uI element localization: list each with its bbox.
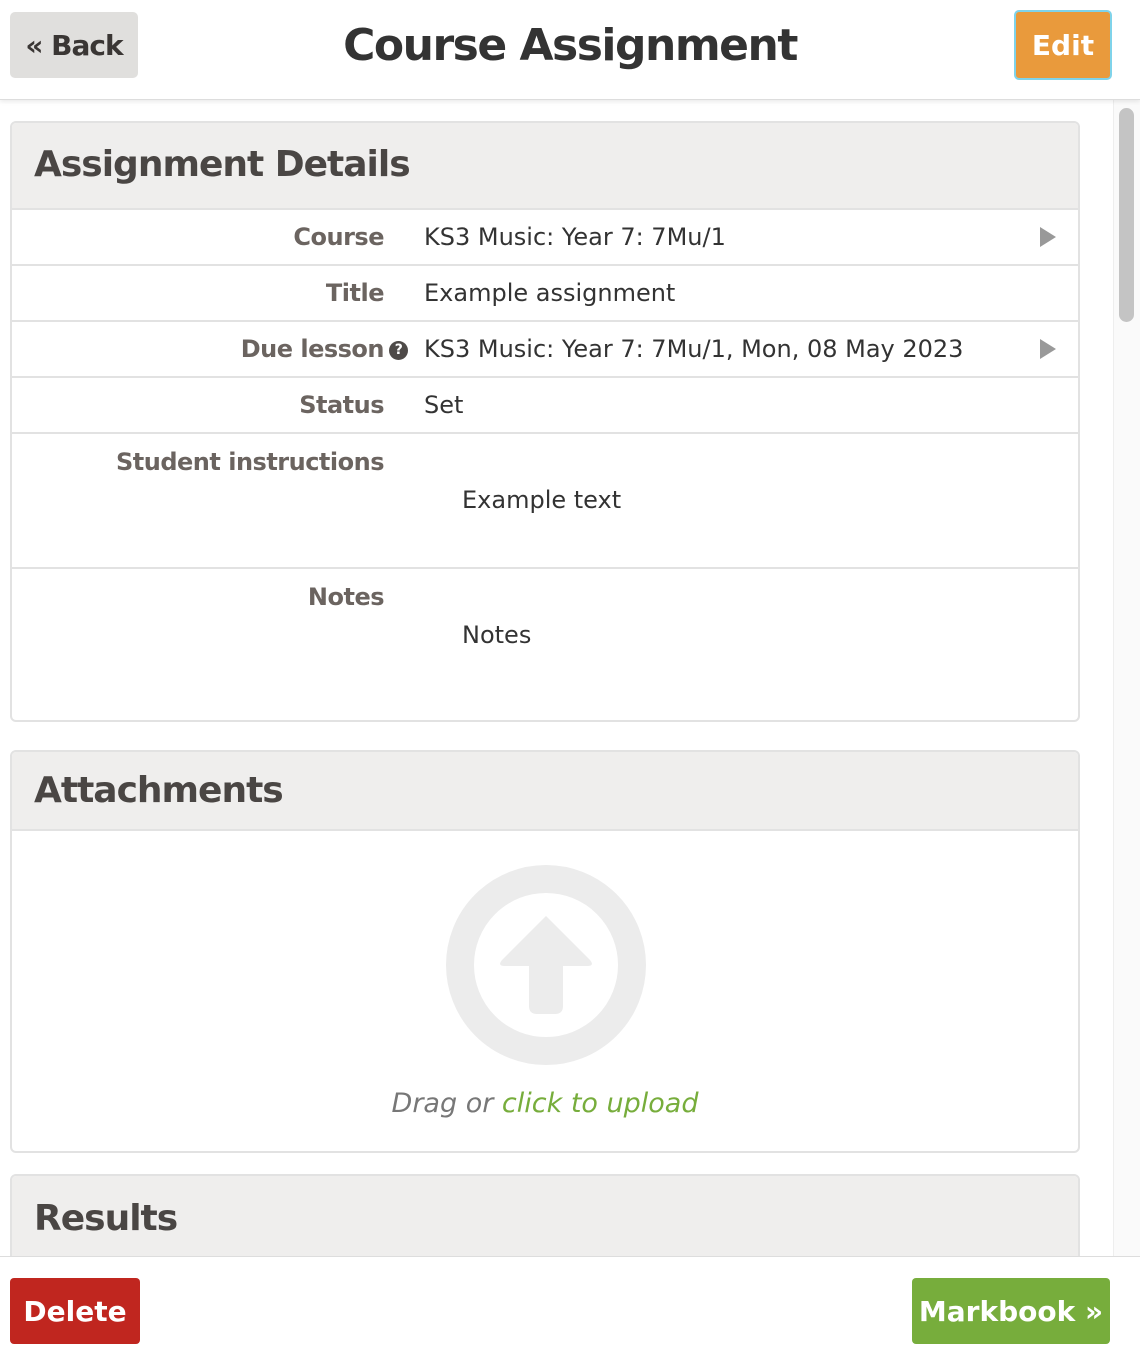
scrollbar[interactable] bbox=[1113, 100, 1140, 1256]
chevron-right-icon[interactable] bbox=[1040, 227, 1056, 247]
chevron-right-icon[interactable] bbox=[1040, 339, 1056, 359]
attachments-panel: Attachments Drag or click to upload bbox=[10, 750, 1080, 1153]
course-value: KS3 Music: Year 7: 7Mu/1 bbox=[424, 223, 726, 251]
title-value: Example assignment bbox=[424, 279, 676, 307]
panel-heading: Results bbox=[12, 1176, 1078, 1266]
panel-heading: Assignment Details bbox=[12, 123, 1078, 210]
header: « Back Course Assignment Edit bbox=[0, 0, 1140, 100]
upload-hint: Drag or click to upload bbox=[12, 1088, 1078, 1119]
status-label: Status bbox=[299, 391, 384, 419]
upload-icon[interactable] bbox=[445, 864, 647, 1066]
status-value: Set bbox=[424, 391, 464, 419]
title-row: Title Example assignment bbox=[12, 266, 1078, 322]
instructions-label: Student instructions bbox=[116, 448, 385, 476]
instructions-row: Student instructions Example text bbox=[12, 434, 1078, 569]
edit-button[interactable]: Edit bbox=[1014, 10, 1112, 80]
upload-link[interactable]: click to upload bbox=[501, 1088, 699, 1119]
due-lesson-label: Due lesson bbox=[240, 335, 385, 363]
instructions-value: Example text bbox=[462, 486, 622, 514]
back-button[interactable]: « Back bbox=[10, 12, 138, 78]
status-row: Status Set bbox=[12, 378, 1078, 434]
due-lesson-value: KS3 Music: Year 7: 7Mu/1, Mon, 08 May 20… bbox=[424, 335, 964, 363]
title-label: Title bbox=[325, 279, 385, 307]
page-title: Course Assignment bbox=[343, 20, 798, 71]
assignment-details-panel: Assignment Details Course KS3 Music: Yea… bbox=[10, 121, 1080, 722]
markbook-button[interactable]: Markbook » bbox=[912, 1278, 1110, 1344]
notes-row: Notes Notes bbox=[12, 569, 1078, 719]
help-icon[interactable]: ? bbox=[389, 340, 408, 360]
delete-button[interactable]: Delete bbox=[10, 1278, 140, 1344]
panel-heading: Attachments bbox=[12, 752, 1078, 831]
course-label: Course bbox=[293, 223, 384, 251]
scrollbar-thumb[interactable] bbox=[1119, 108, 1134, 322]
drag-text: Drag or bbox=[391, 1088, 502, 1119]
footer: Delete Markbook » bbox=[0, 1256, 1140, 1358]
course-row[interactable]: Course KS3 Music: Year 7: 7Mu/1 bbox=[12, 210, 1078, 266]
notes-label: Notes bbox=[307, 583, 385, 611]
notes-value: Notes bbox=[462, 621, 532, 649]
due-lesson-row[interactable]: Due lesson? KS3 Music: Year 7: 7Mu/1, Mo… bbox=[12, 322, 1078, 378]
